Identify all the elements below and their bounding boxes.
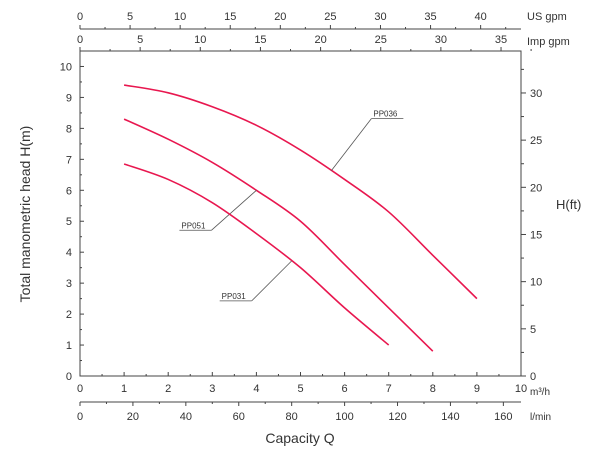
x-tick-label: 5: [297, 383, 303, 395]
usgpm-tick-label: 20: [274, 11, 286, 23]
x-unit-m3h: m³/h: [530, 387, 550, 398]
impgpm-tick-label: 20: [314, 34, 326, 46]
y2-tick-label: 5: [530, 324, 536, 336]
y-tick-label: 5: [66, 216, 72, 228]
y-tick-label: 0: [66, 371, 72, 383]
y2-tick-label: 15: [530, 229, 542, 241]
y-tick-label: 1: [66, 340, 72, 352]
lmin-tick-label: 100: [335, 411, 353, 423]
y2-tick-label: 30: [530, 88, 542, 100]
series-line-PP051: [124, 119, 433, 351]
usgpm-tick-label: 35: [424, 11, 436, 23]
series-label-PP031: PP031: [222, 292, 247, 301]
series-leader-line: [331, 119, 371, 171]
usgpm-tick-label: 15: [224, 11, 236, 23]
series-leader-line: [211, 190, 256, 230]
y-tick-label: 4: [66, 247, 72, 259]
series-line-PP036: [124, 85, 477, 299]
x-unit-impgpm: Imp gpm: [527, 36, 570, 48]
lmin-tick-label: 160: [494, 411, 512, 423]
y-tick-label: 6: [66, 185, 72, 197]
y2-axis-title: H(ft): [556, 197, 581, 212]
x-axis-title: Capacity Q: [265, 430, 334, 446]
y2-tick-label: 20: [530, 182, 542, 194]
usgpm-tick-label: 5: [127, 11, 133, 23]
usgpm-tick-label: 40: [475, 11, 487, 23]
y-tick-label: 7: [66, 154, 72, 166]
x-tick-label: 8: [430, 383, 436, 395]
usgpm-tick-label: 0: [77, 11, 83, 23]
x-tick-label: 3: [209, 383, 215, 395]
impgpm-tick-label: 10: [194, 34, 206, 46]
impgpm-tick-label: 5: [137, 34, 143, 46]
x-tick-label: 2: [165, 383, 171, 395]
x-tick-label: 6: [342, 383, 348, 395]
plot-frame: [80, 51, 521, 376]
lmin-tick-label: 0: [77, 411, 83, 423]
x-tick-label: 4: [253, 383, 259, 395]
y-tick-label: 8: [66, 123, 72, 135]
lmin-tick-label: 60: [233, 411, 245, 423]
usgpm-tick-label: 25: [324, 11, 336, 23]
x-tick-label: 10: [515, 383, 527, 395]
usgpm-tick-label: 10: [174, 11, 186, 23]
x-tick-label: 9: [474, 383, 480, 395]
lmin-tick-label: 40: [180, 411, 192, 423]
lmin-tick-label: 20: [127, 411, 139, 423]
x-tick-label: 7: [386, 383, 392, 395]
usgpm-tick-label: 30: [374, 11, 386, 23]
x-unit-lmin: l/min: [530, 412, 551, 423]
y-tick-label: 10: [60, 61, 72, 73]
impgpm-tick-label: 35: [495, 34, 507, 46]
impgpm-tick-label: 25: [375, 34, 387, 46]
series-leader-line: [252, 261, 292, 301]
series-label-PP051: PP051: [181, 221, 206, 230]
lmin-tick-label: 80: [286, 411, 298, 423]
y2-tick-label: 10: [530, 277, 542, 289]
series-label-PP036: PP036: [373, 110, 398, 119]
impgpm-tick-label: 0: [77, 34, 83, 46]
x-tick-label: 0: [77, 383, 83, 395]
y-tick-label: 3: [66, 278, 72, 290]
y-tick-label: 9: [66, 92, 72, 104]
x-unit-usgpm: US gpm: [527, 11, 567, 23]
lmin-tick-label: 120: [388, 411, 406, 423]
x-tick-label: 1: [121, 383, 127, 395]
y-axis-title: Total manometric head H(m): [17, 126, 33, 303]
y2-tick-label: 0: [530, 371, 536, 383]
y2-tick-label: 25: [530, 135, 542, 147]
impgpm-tick-label: 15: [254, 34, 266, 46]
impgpm-tick-label: 30: [435, 34, 447, 46]
y-tick-label: 2: [66, 309, 72, 321]
lmin-tick-label: 140: [441, 411, 459, 423]
